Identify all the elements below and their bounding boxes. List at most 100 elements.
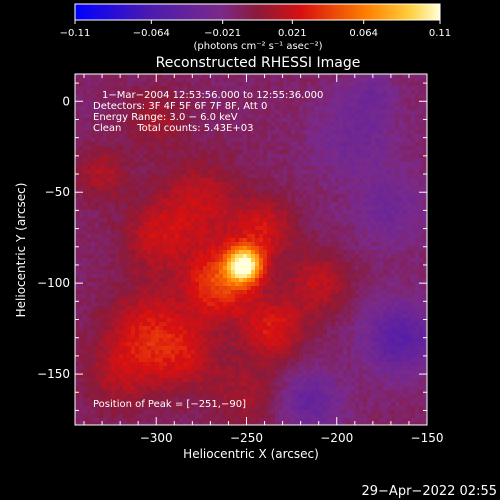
heatmap-cell [387,138,392,143]
heatmap-cell [259,170,264,175]
heatmap-cell [283,122,288,127]
heatmap-cell [391,258,396,263]
heatmap-cell [359,210,364,215]
heatmap-cell [75,278,80,283]
heatmap-cell [307,146,312,151]
heatmap-cell [119,138,124,143]
heatmap-cell [315,286,320,291]
heatmap-cell [343,90,348,95]
heatmap-cell [383,118,388,123]
heatmap-cell [135,174,140,179]
heatmap-cell [147,126,152,131]
heatmap-cell [179,286,184,291]
heatmap-cell [115,190,120,195]
heatmap-cell [83,286,88,291]
heatmap-cell [287,102,292,107]
heatmap-cell [219,194,224,199]
heatmap-cell [155,178,160,183]
heatmap-cell [419,218,424,223]
heatmap-cell [399,250,404,255]
heatmap-cell [231,110,236,115]
heatmap-cell [131,226,136,231]
heatmap-cell [259,202,264,207]
heatmap-cell [99,270,104,275]
heatmap-cell [131,254,136,259]
heatmap-cell [219,222,224,227]
heatmap-cell [99,198,104,203]
heatmap-cell [171,190,176,195]
heatmap-cell [239,194,244,199]
heatmap-cell [123,154,128,159]
heatmap-cell [143,110,148,115]
heatmap-cell [415,94,420,99]
heatmap-cell [103,98,108,103]
heatmap-cell [187,142,192,147]
heatmap-cell [247,230,252,235]
heatmap-cell [423,98,428,103]
heatmap-cell [299,278,304,283]
heatmap-cell [391,114,396,119]
heatmap-cell [143,182,148,187]
heatmap-cell [259,242,264,247]
heatmap-cell [323,274,328,279]
heatmap-cell [175,98,180,103]
heatmap-cell [171,94,176,99]
heatmap-cell [339,126,344,131]
heatmap-cell [359,86,364,91]
heatmap-cell [99,210,104,215]
heatmap-cell [247,270,252,275]
heatmap-cell [275,238,280,243]
heatmap-cell [163,254,168,259]
heatmap-cell [115,134,120,139]
heatmap-cell [263,166,268,171]
heatmap-cell [147,122,152,127]
heatmap-cell [215,210,220,215]
heatmap-cell [203,182,208,187]
heatmap-cell [163,134,168,139]
heatmap-cell [383,114,388,119]
heatmap-cell [367,170,372,175]
heatmap-cell [335,162,340,167]
heatmap-cell [315,266,320,271]
heatmap-cell [115,298,120,303]
heatmap-cell [123,270,128,275]
heatmap-cell [275,122,280,127]
heatmap-cell [255,142,260,147]
heatmap-cell [307,170,312,175]
heatmap-cell [179,134,184,139]
heatmap-cell [311,246,316,251]
heatmap-cell [411,86,416,91]
heatmap-cell [383,250,388,255]
heatmap-cell [83,170,88,175]
heatmap-cell [131,190,136,195]
heatmap-cell [231,178,236,183]
heatmap-cell [331,242,336,247]
heatmap-cell [419,262,424,267]
heatmap-cell [183,134,188,139]
heatmap-cell [215,202,220,207]
heatmap-cell [255,198,260,203]
heatmap-cell [307,90,312,95]
heatmap-cell [211,166,216,171]
heatmap-cell [135,98,140,103]
heatmap-cell [411,194,416,199]
heatmap-cell [383,102,388,107]
heatmap-cell [179,126,184,131]
heatmap-cell [311,242,316,247]
heatmap-cell [119,262,124,267]
heatmap-cell [415,102,420,107]
heatmap-cell [279,250,284,255]
heatmap-cell [267,226,272,231]
heatmap-cell [119,242,124,247]
heatmap-cell [199,106,204,111]
heatmap-cell [331,254,336,259]
heatmap-cell [183,182,188,187]
heatmap-cell [87,122,92,127]
heatmap-cell [279,190,284,195]
heatmap-cell [363,118,368,123]
heatmap-cell [247,242,252,247]
heatmap-cell [179,238,184,243]
heatmap-cell [135,126,140,131]
heatmap-cell [283,234,288,239]
heatmap-cell [79,186,84,191]
